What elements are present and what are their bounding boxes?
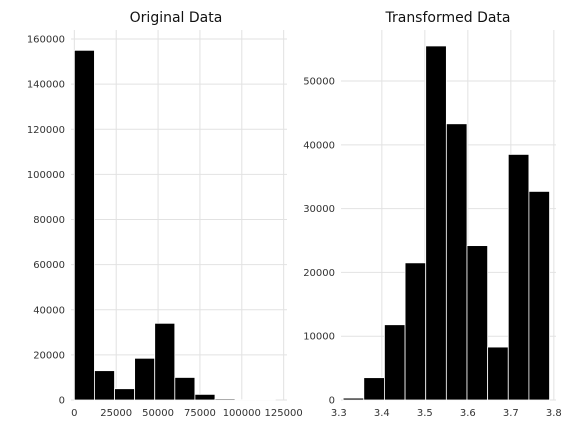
bar-original-data-4 bbox=[154, 322, 176, 401]
bar-transformed-data-8 bbox=[507, 153, 530, 401]
y-tick-labels-original-data: 0 20000 40000 60000 80000 100000 120000 140000 1… bbox=[27, 35, 65, 407]
y-tick-label-original-data-8: 160000 bbox=[27, 35, 65, 46]
y-tick-label-original-data-1: 20000 bbox=[33, 350, 65, 361]
x-tick-label-original-data-2: 50000 bbox=[142, 408, 174, 419]
bar-original-data-6 bbox=[194, 393, 216, 401]
y-tick-labels-transformed-data: 0 10000 20000 30000 40000 50000 bbox=[303, 77, 335, 407]
y-tick-label-original-data-3: 60000 bbox=[33, 260, 65, 271]
y-tick-label-transformed-data-0: 0 bbox=[329, 396, 335, 407]
bar-transformed-data-9 bbox=[528, 190, 550, 401]
bar-original-data-2 bbox=[114, 388, 136, 401]
bars-transformed-data bbox=[342, 45, 550, 401]
y-tick-label-transformed-data-4: 40000 bbox=[303, 140, 335, 151]
y-tick-label-transformed-data-3: 30000 bbox=[303, 204, 335, 215]
x-tick-label-original-data-5: 125000 bbox=[265, 408, 303, 419]
x-tick-label-original-data-3: 75000 bbox=[184, 408, 216, 419]
x-tick-label-transformed-data-1: 3.4 bbox=[374, 408, 390, 419]
chart-title-original-data: Original Data bbox=[130, 10, 223, 26]
bar-original-data-7 bbox=[214, 398, 236, 401]
bar-transformed-data-6 bbox=[466, 245, 489, 401]
x-tick-label-original-data-0: 0 bbox=[71, 408, 77, 419]
bar-transformed-data-2 bbox=[384, 324, 406, 401]
bar-transformed-data-0 bbox=[342, 397, 365, 401]
x-tick-label-original-data-1: 25000 bbox=[100, 408, 132, 419]
bar-transformed-data-4 bbox=[425, 45, 447, 401]
chart-title-transformed-data: Transformed Data bbox=[384, 10, 510, 26]
y-tick-label-original-data-4: 80000 bbox=[33, 215, 65, 226]
bar-transformed-data-5 bbox=[445, 123, 468, 401]
bar-original-data-5 bbox=[174, 377, 196, 401]
y-tick-label-transformed-data-2: 20000 bbox=[303, 268, 335, 279]
bar-original-data-1 bbox=[94, 370, 115, 401]
y-tick-label-original-data-2: 40000 bbox=[33, 305, 65, 316]
bars-original-data bbox=[73, 49, 276, 401]
y-tick-label-original-data-0: 0 bbox=[59, 396, 65, 407]
panel-original-data: Original Data 0 25000 50000 75000 100000 1250… bbox=[27, 10, 303, 419]
x-tick-label-original-data-4: 100000 bbox=[223, 408, 261, 419]
panel-transformed-data: Transformed Data 3.3 3.4 3.5 3.6 3.7 3.8 0 100… bbox=[303, 10, 562, 419]
bar-original-data-3 bbox=[134, 357, 156, 401]
x-tick-label-transformed-data-4: 3.7 bbox=[503, 408, 519, 419]
y-tick-label-original-data-5: 100000 bbox=[27, 170, 65, 181]
bar-transformed-data-3 bbox=[404, 262, 427, 401]
x-tick-label-transformed-data-0: 3.3 bbox=[331, 408, 347, 419]
y-tick-label-original-data-6: 120000 bbox=[27, 125, 65, 136]
x-tick-label-transformed-data-5: 3.8 bbox=[546, 408, 562, 419]
bar-transformed-data-7 bbox=[487, 346, 509, 401]
x-tick-labels-original-data: 0 25000 50000 75000 100000 125000 bbox=[71, 408, 303, 419]
x-tick-label-transformed-data-3: 3.6 bbox=[460, 408, 476, 419]
y-tick-label-transformed-data-1: 10000 bbox=[303, 332, 335, 343]
bar-transformed-data-1 bbox=[363, 377, 385, 401]
bar-original-data-0 bbox=[73, 49, 95, 401]
x-tick-label-transformed-data-2: 3.5 bbox=[417, 408, 433, 419]
grid-original-data bbox=[71, 30, 287, 401]
y-tick-label-transformed-data-5: 50000 bbox=[303, 77, 335, 88]
x-tick-labels-transformed-data: 3.3 3.4 3.5 3.6 3.7 3.8 bbox=[331, 408, 562, 419]
y-tick-label-original-data-7: 140000 bbox=[27, 80, 65, 91]
